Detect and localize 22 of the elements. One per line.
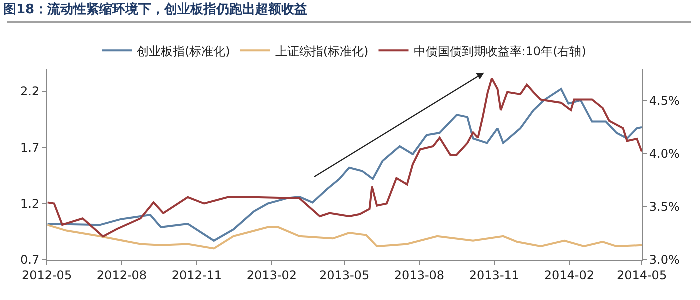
x-tick-label: 2014-02 <box>544 268 595 282</box>
x-tick-label: 2012-11 <box>172 268 222 282</box>
y-tick-label: 1.2 <box>20 197 40 212</box>
x-tick-label: 2012-08 <box>96 268 148 282</box>
y-tick-label: 1.7 <box>20 140 40 155</box>
x-tick-label: 2013-05 <box>319 268 370 282</box>
y-tick-label: 2.2 <box>20 84 40 99</box>
x-tick-label: 2013-11 <box>469 268 520 282</box>
legend-label: 上证综指(标准化) <box>275 44 369 58</box>
y-tick-label: 0.7 <box>20 253 40 268</box>
y2-tick-label: 4.0% <box>649 147 680 162</box>
x-tick-label: 2014-05 <box>616 268 668 282</box>
x-tick-label: 2012-05 <box>22 268 72 282</box>
x-tick-label: 2013-02 <box>246 268 298 282</box>
y2-tick-label: 4.5% <box>649 94 680 108</box>
legend-label: 中债国债到期收益率:10年(右轴) <box>414 44 586 58</box>
line-series <box>47 224 642 250</box>
x-tick-label: 2013-08 <box>394 268 445 282</box>
chart-title: 图18：流动性紧缩环境下，创业板指仍跑出超额收益 <box>4 2 308 18</box>
y2-tick-label: 3.0% <box>649 253 680 268</box>
legend-label: 创业板指(标准化) <box>137 44 230 58</box>
y2-tick-label: 3.5% <box>649 200 680 214</box>
